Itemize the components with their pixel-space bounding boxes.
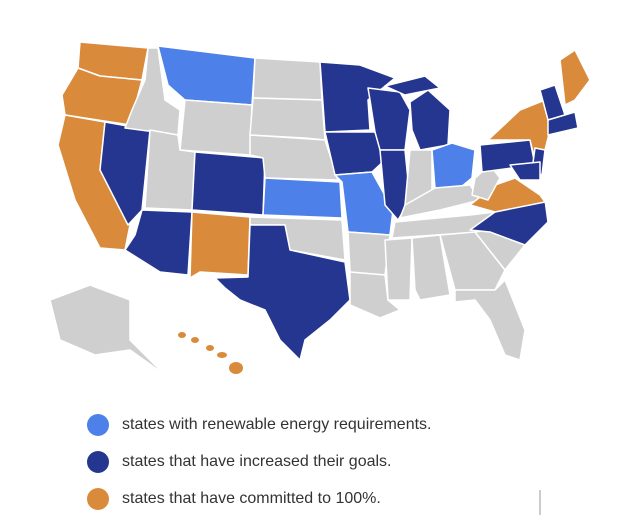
state bbox=[547, 111, 579, 136]
state bbox=[217, 352, 227, 358]
legend: states with renewable energy requirement… bbox=[87, 414, 432, 510]
state bbox=[262, 177, 343, 219]
state bbox=[411, 234, 451, 301]
state bbox=[324, 131, 386, 176]
state bbox=[249, 97, 326, 141]
state bbox=[439, 231, 506, 291]
state bbox=[214, 224, 351, 361]
legend-swatch bbox=[87, 488, 109, 510]
state bbox=[252, 57, 323, 101]
state bbox=[229, 362, 243, 374]
state bbox=[191, 151, 266, 216]
state bbox=[349, 271, 401, 319]
state bbox=[124, 209, 193, 276]
legend-label: states that have increased their goals. bbox=[122, 453, 392, 470]
state bbox=[178, 332, 186, 338]
legend-label: states with renewable energy requirement… bbox=[122, 416, 432, 433]
legend-swatch bbox=[87, 414, 109, 436]
state bbox=[409, 89, 451, 151]
state bbox=[559, 49, 591, 106]
state bbox=[454, 279, 526, 361]
legend-label: states that have committed to 100%. bbox=[122, 490, 381, 507]
state bbox=[206, 345, 214, 351]
state bbox=[157, 45, 256, 106]
legend-swatch bbox=[87, 451, 109, 473]
state bbox=[49, 284, 166, 376]
state bbox=[509, 161, 541, 181]
state bbox=[179, 99, 253, 156]
state bbox=[487, 99, 551, 161]
state bbox=[189, 211, 251, 279]
us-map bbox=[49, 41, 591, 376]
state bbox=[347, 231, 391, 276]
state bbox=[191, 337, 199, 343]
state bbox=[384, 237, 413, 301]
state bbox=[384, 75, 441, 96]
